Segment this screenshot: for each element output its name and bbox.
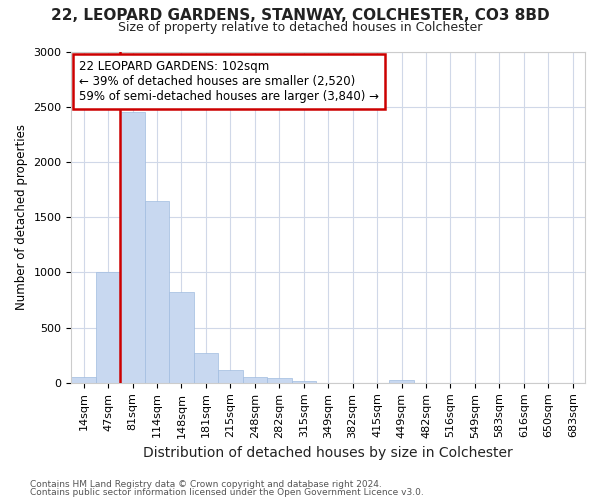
Text: 22, LEOPARD GARDENS, STANWAY, COLCHESTER, CO3 8BD: 22, LEOPARD GARDENS, STANWAY, COLCHESTER… <box>50 8 550 22</box>
Bar <box>121 112 145 383</box>
Text: Contains public sector information licensed under the Open Government Licence v3: Contains public sector information licen… <box>30 488 424 497</box>
Text: Size of property relative to detached houses in Colchester: Size of property relative to detached ho… <box>118 21 482 34</box>
Text: Contains HM Land Registry data © Crown copyright and database right 2024.: Contains HM Land Registry data © Crown c… <box>30 480 382 489</box>
Bar <box>242 378 267 383</box>
Bar <box>96 272 121 383</box>
Bar <box>194 353 218 383</box>
Bar <box>389 380 414 383</box>
Bar <box>71 376 96 383</box>
Bar <box>169 292 194 383</box>
Y-axis label: Number of detached properties: Number of detached properties <box>15 124 28 310</box>
Bar <box>145 200 169 383</box>
Bar <box>267 378 292 383</box>
Text: 22 LEOPARD GARDENS: 102sqm
← 39% of detached houses are smaller (2,520)
59% of s: 22 LEOPARD GARDENS: 102sqm ← 39% of deta… <box>79 60 379 103</box>
Bar <box>292 380 316 383</box>
Bar <box>218 370 242 383</box>
X-axis label: Distribution of detached houses by size in Colchester: Distribution of detached houses by size … <box>143 446 513 460</box>
